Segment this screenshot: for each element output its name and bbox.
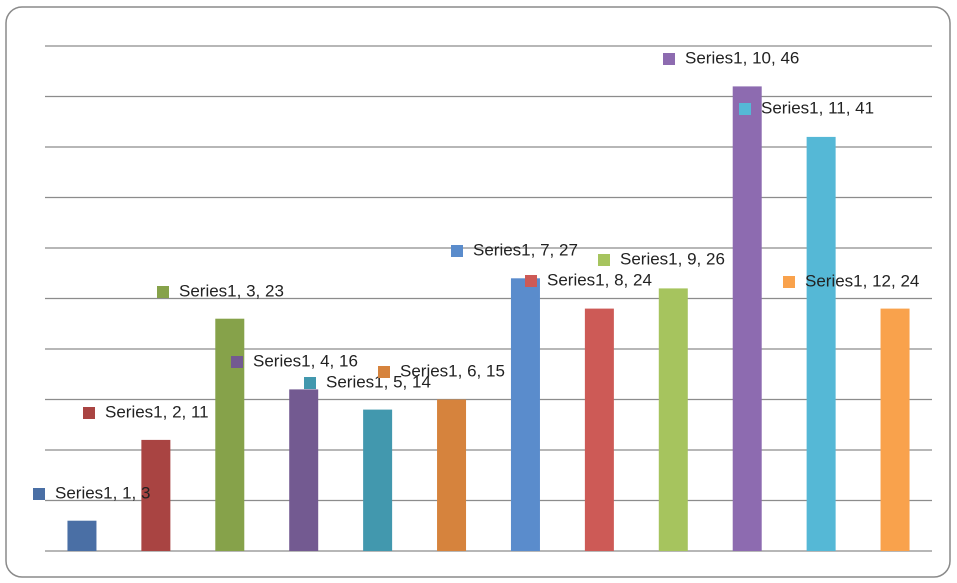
legend-key bbox=[525, 275, 537, 287]
bar bbox=[584, 308, 614, 551]
bar bbox=[67, 520, 97, 551]
data-label: Series1, 1, 3 bbox=[55, 483, 150, 502]
data-label: Series1, 6, 15 bbox=[400, 361, 505, 380]
legend-key bbox=[451, 245, 463, 257]
bar bbox=[732, 86, 762, 552]
bar bbox=[880, 308, 910, 551]
data-label: Series1, 2, 11 bbox=[105, 402, 209, 421]
data-label: Series1, 9, 26 bbox=[620, 249, 725, 268]
legend-key bbox=[83, 407, 95, 419]
bar bbox=[289, 389, 319, 551]
bar bbox=[363, 409, 393, 551]
legend-key bbox=[663, 53, 675, 65]
bar bbox=[658, 288, 688, 551]
data-label: Series1, 12, 24 bbox=[805, 271, 919, 290]
legend-key bbox=[598, 254, 610, 266]
data-label: Series1, 11, 41 bbox=[761, 98, 874, 117]
data-label: Series1, 7, 27 bbox=[473, 240, 578, 259]
bar bbox=[215, 318, 245, 551]
bar bbox=[806, 136, 836, 551]
bar bbox=[510, 278, 540, 551]
data-label: Series1, 10, 46 bbox=[685, 48, 799, 67]
legend-key bbox=[157, 286, 169, 298]
legend-key bbox=[304, 377, 316, 389]
bar bbox=[141, 439, 171, 551]
data-label: Series1, 4, 16 bbox=[253, 351, 358, 370]
bar bbox=[437, 399, 467, 551]
legend-key bbox=[378, 366, 390, 378]
legend-key bbox=[33, 488, 45, 500]
data-label: Series1, 5, 14 bbox=[326, 372, 431, 391]
legend-key bbox=[739, 103, 751, 115]
legend-key bbox=[783, 276, 795, 288]
data-label: Series1, 8, 24 bbox=[547, 270, 652, 289]
data-label: Series1, 3, 23 bbox=[179, 281, 284, 300]
legend-key bbox=[231, 356, 243, 368]
